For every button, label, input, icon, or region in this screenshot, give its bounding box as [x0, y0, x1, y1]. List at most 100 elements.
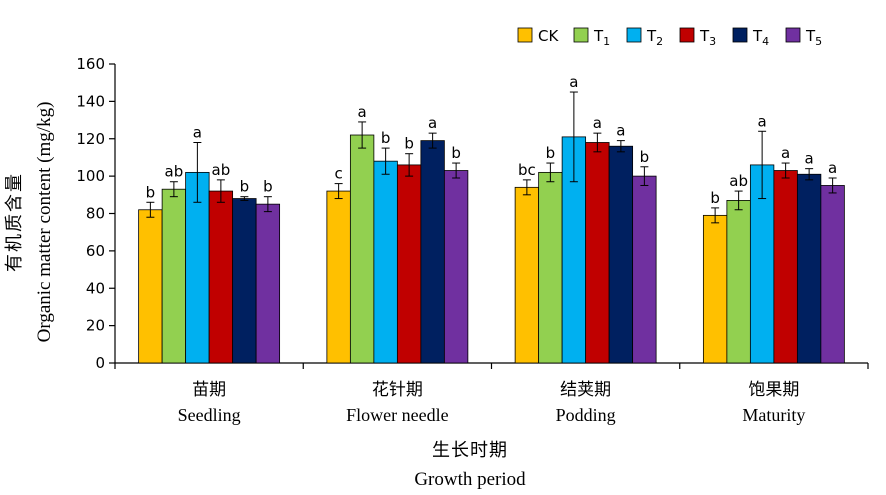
- legend-label: T1: [593, 27, 610, 48]
- error-bar: [569, 91, 578, 183]
- bar-t1: [726, 200, 751, 364]
- significance-label: a: [193, 123, 202, 141]
- significance-label: b: [451, 144, 461, 162]
- legend-item-ck: CK: [517, 27, 559, 45]
- bar-t2: [373, 160, 398, 364]
- bar-t3: [773, 170, 798, 364]
- significance-label: a: [358, 103, 367, 121]
- legend-item-t1: T1: [573, 27, 610, 48]
- significance-label: a: [805, 150, 814, 168]
- y-tick-label: 100: [76, 167, 105, 185]
- legend-item-t5: T5: [785, 27, 822, 48]
- error-bar: [334, 183, 343, 200]
- significance-label: a: [828, 159, 837, 177]
- category-label-zh: 结荚期: [560, 380, 611, 400]
- category-label-zh: 饱果期: [748, 380, 799, 400]
- y-tick-label: 60: [86, 242, 105, 260]
- legend-label: CK: [538, 27, 559, 45]
- bar-ck: [326, 190, 351, 364]
- category-label-en: Podding: [556, 405, 616, 425]
- y-tick-label: 40: [86, 279, 105, 297]
- significance-label: b: [710, 189, 720, 207]
- significance-label: b: [381, 129, 391, 147]
- bar-t3: [585, 142, 610, 364]
- error-bar: [522, 179, 531, 196]
- legend-label: T3: [699, 27, 716, 48]
- error-bar: [358, 121, 367, 149]
- error-bar: [711, 207, 720, 224]
- significance-label: b: [404, 135, 414, 153]
- bar-t4: [796, 173, 822, 364]
- category-label-en: Maturity: [742, 405, 805, 425]
- y-tick-label: 140: [76, 92, 105, 110]
- significance-label: b: [240, 178, 250, 196]
- error-bar: [734, 190, 743, 211]
- bar-t1: [538, 171, 563, 364]
- error-bar: [146, 201, 155, 218]
- significance-label: b: [146, 183, 156, 201]
- error-bar: [546, 162, 555, 183]
- bar-t4: [420, 140, 445, 364]
- legend-swatch: [573, 27, 589, 43]
- bar-t4: [608, 145, 634, 364]
- error-bar: [381, 147, 390, 175]
- error-bar: [758, 130, 767, 200]
- bar-t4: [232, 198, 257, 364]
- error-bar: [405, 153, 414, 177]
- category-label-en: Seedling: [178, 405, 241, 425]
- error-bar: [828, 177, 837, 194]
- bar-t5: [443, 170, 469, 364]
- y-axis-title-en: Organic matter content (mg/kg): [34, 102, 55, 343]
- bars: [138, 91, 845, 364]
- legend-swatch: [517, 27, 533, 43]
- error-bar: [593, 132, 602, 153]
- significance-label: a: [758, 112, 767, 130]
- bar-t5: [255, 203, 281, 364]
- legend-item-t3: T3: [679, 27, 716, 48]
- significance-label: a: [616, 122, 625, 140]
- bar-t5: [632, 175, 657, 364]
- category-label-zh: 花针期: [372, 380, 423, 400]
- bar-t1: [161, 188, 187, 364]
- significance-label: a: [569, 73, 578, 91]
- legend-label: T4: [752, 27, 769, 48]
- y-tick-label: 160: [76, 55, 105, 73]
- legend-swatch: [679, 27, 695, 43]
- labels: 苗期 Seedling 花针期 Flower needle 结荚期 Podding 饱果期 M…: [146, 73, 838, 425]
- error-bar: [216, 179, 225, 203]
- significance-label: ab: [729, 172, 748, 190]
- error-bar: [805, 168, 814, 181]
- bar-ck: [702, 214, 728, 364]
- significance-label: ab: [165, 163, 184, 181]
- error-bar: [452, 162, 461, 179]
- y-tick-label: 0: [95, 354, 105, 372]
- axis-titles: 有机质含量 Organic matter content (mg/kg) 生长时…: [4, 102, 526, 490]
- error-bar: [640, 166, 649, 186]
- error-bar: [240, 196, 249, 201]
- significance-label: b: [546, 144, 556, 162]
- category-label-en: Flower needle: [346, 405, 448, 425]
- legend-swatch: [626, 27, 642, 43]
- bar-ck: [138, 209, 163, 364]
- legend-swatch: [785, 27, 801, 43]
- bar-t1: [349, 134, 375, 364]
- legend: CK T1 T2 T3 T4 T5: [517, 27, 822, 48]
- legend-label: T5: [805, 27, 822, 48]
- y-tick-label: 80: [86, 205, 105, 223]
- x-axis-title-en: Growth period: [414, 469, 526, 490]
- x-axis-title-zh: 生长时期: [432, 440, 508, 461]
- error-bar: [169, 181, 178, 198]
- bar-t5: [820, 185, 845, 364]
- significance-label: a: [428, 114, 437, 132]
- error-bar: [263, 196, 272, 213]
- significance-label: b: [263, 178, 273, 196]
- significance-label: c: [335, 165, 343, 183]
- significance-label: b: [640, 148, 650, 166]
- y-axis-title-zh: 有机质含量: [4, 172, 25, 272]
- error-bar: [616, 140, 625, 153]
- legend-swatch: [732, 27, 748, 43]
- category-label-zh: 苗期: [192, 380, 226, 400]
- legend-label: T2: [646, 27, 663, 48]
- legend-item-t4: T4: [732, 27, 769, 48]
